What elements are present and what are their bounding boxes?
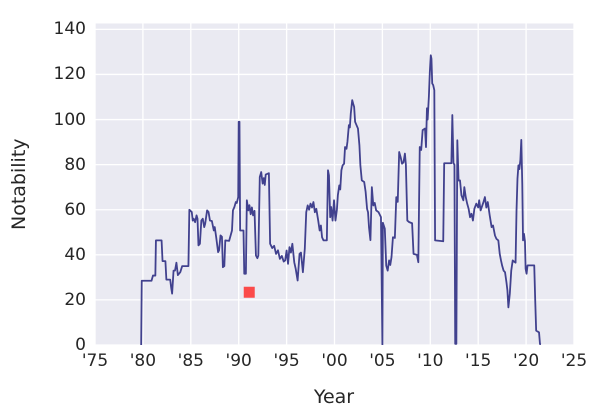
x-tick-label: '10 <box>417 351 444 371</box>
x-tick-label: '80 <box>129 351 157 371</box>
y-axis-label: Notability <box>8 138 30 230</box>
y-tick-label: 20 <box>64 289 86 310</box>
notability-line <box>140 54 542 345</box>
y-tick-label: 80 <box>64 154 86 175</box>
x-axis-label: Year <box>313 386 355 408</box>
x-tick-label: '75 <box>81 351 109 371</box>
x-tick-label: '90 <box>225 351 252 371</box>
y-tick-label: 40 <box>64 244 86 265</box>
x-tick-label: '85 <box>177 351 204 371</box>
x-tick-label: '25 <box>560 351 588 371</box>
x-tick-label: '15 <box>465 351 492 371</box>
highlight-marker <box>243 286 255 298</box>
y-tick-label: 0 <box>75 335 86 355</box>
x-tick-label: '95 <box>273 351 300 371</box>
x-tick-label: '05 <box>369 351 396 371</box>
y-tick-label: 140 <box>53 19 86 40</box>
y-tick-label: 60 <box>64 199 86 220</box>
x-tick-label: '20 <box>512 351 540 371</box>
x-tick-label: '00 <box>321 351 348 371</box>
y-tick-label: 100 <box>53 109 86 130</box>
y-tick-label: 120 <box>53 64 86 85</box>
